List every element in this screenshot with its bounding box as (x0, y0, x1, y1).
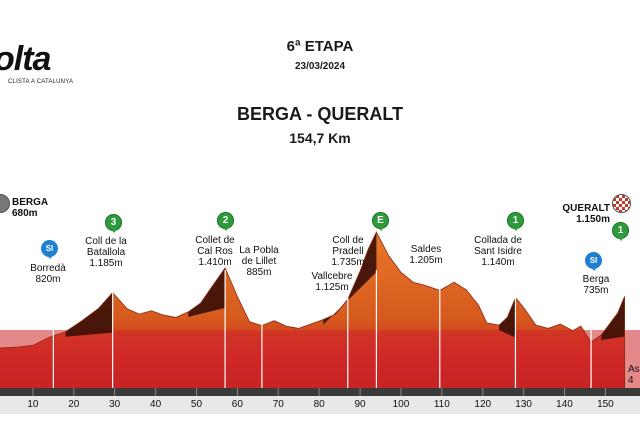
km-tick-label: 120 (474, 399, 492, 410)
km-tick-label: 80 (313, 399, 325, 410)
waypoint-berga: Berga 735m (582, 274, 610, 296)
cut-off-label: Asi 4 (628, 364, 640, 386)
km-tick-label: 70 (272, 399, 284, 410)
km-tick-label: 10 (27, 399, 39, 410)
km-axis-strip (0, 396, 640, 414)
waypoint-vallcebre: Vallcebre 1.125m (311, 271, 353, 293)
km-tick-label: 130 (515, 399, 532, 410)
waypoint-cal-ros: Collet de Cal Ros 1.410m (195, 235, 235, 268)
finish-elevation: 1.150m (576, 214, 610, 225)
km-tick-label: 50 (190, 399, 203, 410)
lowland-band (0, 330, 640, 388)
logo-subtitle: CLISTA A CATALUNYA (8, 79, 74, 85)
start-name: BERGA (12, 197, 49, 208)
stage-label: 6ª ETAPA (286, 38, 354, 55)
waypoint-pradell: Coll de Pradell 1.735m (331, 235, 365, 268)
sprint-badge-borreda: SI (41, 240, 58, 259)
climb-badge-sant-isidre: 1 (507, 212, 524, 231)
climb-badge-pradell: E (372, 212, 389, 231)
waypoint-saldes: Saldes 1.205m (409, 244, 443, 266)
waypoint-pobla-lillet: La Pobla de Lillet 885m (239, 245, 279, 278)
km-tick-label: 20 (68, 399, 80, 410)
climb-wedge-2 (188, 267, 226, 388)
climb-wedge-4 (499, 297, 516, 388)
waypoint-borreda: Borredà 820m (30, 263, 66, 285)
climb-badge-batallola: 3 (105, 214, 122, 233)
km-tick-label: 150 (597, 399, 614, 410)
start-elevation: 680m (12, 208, 38, 219)
km-tick-label: 100 (392, 399, 410, 410)
km-axis-bar (0, 388, 640, 396)
climb-wedge-1 (65, 292, 113, 388)
start-label: BERGA 680m (12, 197, 48, 219)
stage-date: 23/03/2024 (294, 61, 346, 72)
km-tick-label: 60 (231, 399, 243, 410)
finish-flag-icon (612, 194, 631, 213)
km-tick-label: 90 (354, 399, 366, 410)
finish-name: QUERALT (562, 203, 610, 214)
km-tick-label: 40 (150, 399, 162, 410)
route-distance: 154,7 Km (289, 130, 351, 146)
sprint-badge-berga: SI (585, 252, 602, 271)
climb-wedge-5 (601, 296, 625, 388)
km-tick-label: 140 (556, 399, 573, 410)
waypoint-batallola: Coll de la Batallola 1.185m (85, 236, 127, 269)
logo: olta CLISTA A CATALUNYA (0, 42, 74, 94)
finish-category-badge: 1 (612, 222, 629, 241)
km-tick-label: 30 (109, 399, 121, 410)
logo-wordmark: olta (0, 40, 51, 78)
climb-wedge-3 (323, 232, 377, 388)
km-tick-label: 110 (433, 399, 450, 410)
climb-badge-cal-ros: 2 (217, 212, 234, 231)
route-title: BERGA - QUERALT (237, 104, 403, 124)
waypoint-sant-isidre: Collada de Sant Isidre 1.140m (474, 235, 522, 268)
finish-label: QUERALT 1.150m (548, 203, 610, 225)
